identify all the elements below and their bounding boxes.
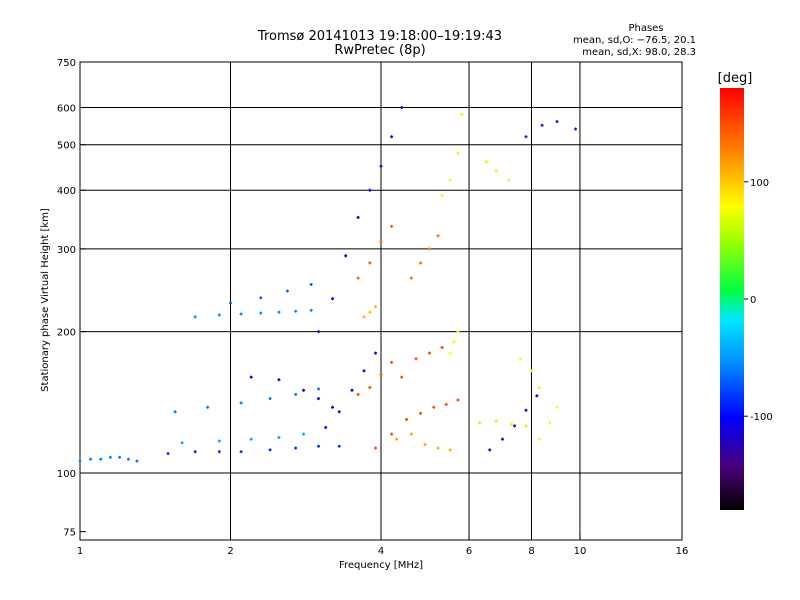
data-points <box>78 106 578 463</box>
x-tick-label: 16 <box>676 546 689 557</box>
y-tick-label: 500 <box>57 141 76 152</box>
y-tick-label: 400 <box>57 186 76 197</box>
x-tick-label: 8 <box>528 546 534 557</box>
x-tick-label: 1 <box>77 546 83 557</box>
y-tick-label: 75 <box>63 528 76 539</box>
axis-ticks: 1 2 4 6 8 10 16 75 100 200 300 400 500 600 750 <box>57 58 688 557</box>
colorbar-ticks: 100 0 -100 <box>744 178 773 423</box>
colorbar-tick-label: -100 <box>750 412 773 423</box>
colorbar <box>720 88 744 510</box>
x-tick-label: 10 <box>574 546 587 557</box>
y-tick-label: 600 <box>57 104 76 115</box>
stats-o-line: mean, sd,O: −76.5, 20.1 <box>573 35 696 46</box>
stats-x-line: mean, sd,X: 98.0, 28.3 <box>582 47 696 58</box>
colorbar-label: [deg] <box>718 71 753 86</box>
colorbar-tick-label: 100 <box>750 178 769 189</box>
y-tick-label: 200 <box>57 328 76 339</box>
chart-subtitle: RwPretec (8p) <box>334 43 425 58</box>
y-tick-label: 300 <box>57 245 76 256</box>
stats-header: Phases <box>628 23 663 34</box>
grid-lines <box>80 62 682 540</box>
y-tick-label: 750 <box>57 58 76 69</box>
x-axis-label: Frequency [MHz] <box>339 560 423 571</box>
x-tick-label: 6 <box>466 546 472 557</box>
chart-title: Tromsø 20141013 19:18:00–19:19:43 <box>257 29 502 44</box>
y-tick-label: 100 <box>57 469 76 480</box>
x-tick-label: 4 <box>378 546 384 557</box>
colorbar-tick-label: 0 <box>750 295 756 306</box>
x-tick-label: 2 <box>227 546 233 557</box>
y-axis-label: Stationary phase Virtual Height [km] <box>40 208 51 392</box>
